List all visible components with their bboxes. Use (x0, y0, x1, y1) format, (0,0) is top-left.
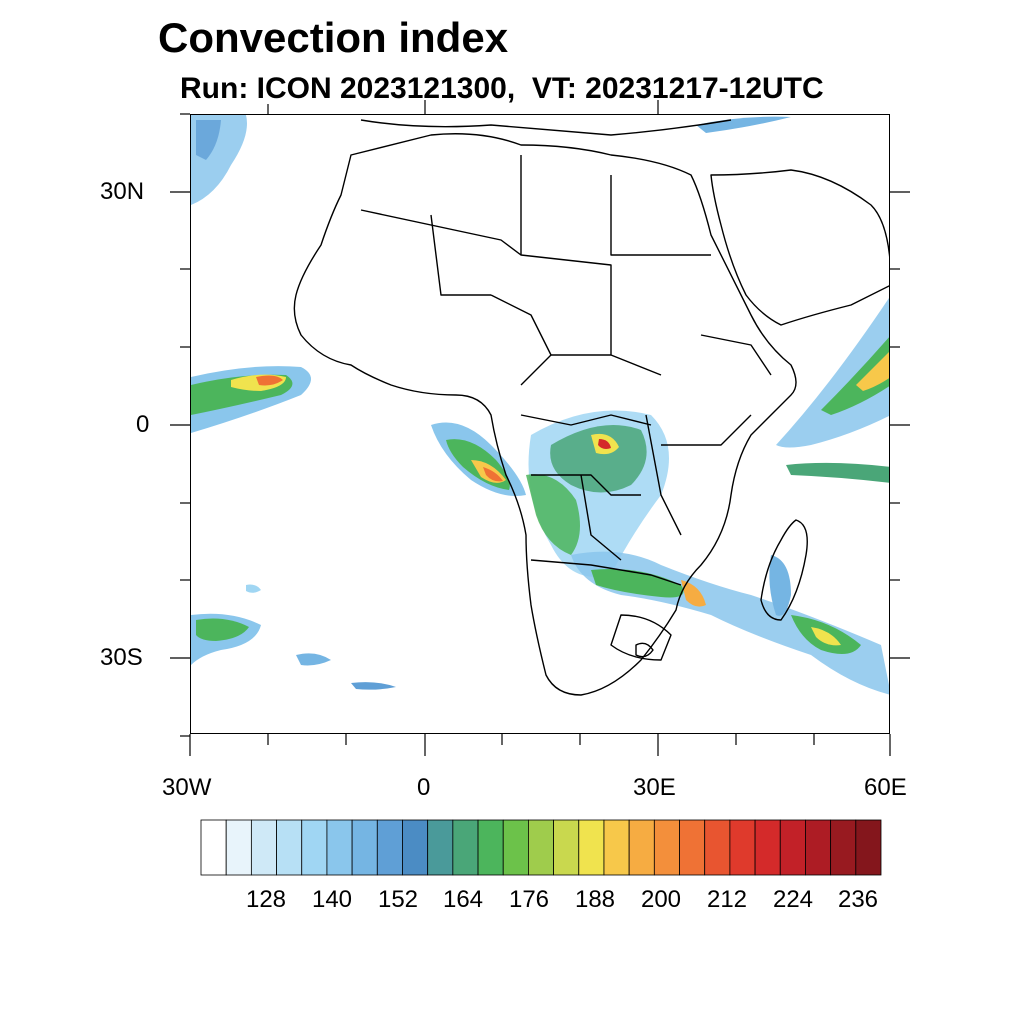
lon-label-60e: 60E (864, 774, 907, 801)
colorbar-swatch (729, 819, 756, 876)
colorbar-swatch (754, 819, 781, 876)
chart-title: Convection index (158, 14, 509, 61)
coastlines (293, 119, 889, 696)
lon-label-30w: 30W (162, 774, 212, 801)
colorbar-swatch (628, 819, 655, 876)
colorbar-swatch (376, 819, 403, 876)
lat-label-30n: 30N (100, 178, 145, 205)
colorbar-swatch (200, 819, 227, 876)
colorbar-swatch (578, 819, 605, 876)
colorbar-swatch (603, 819, 630, 876)
colorbar-swatch (301, 819, 328, 876)
lon-label-30e: 30E (633, 774, 676, 801)
colorbar-label: 176 (508, 886, 550, 913)
colorbar (200, 819, 882, 876)
axis-ticks (170, 100, 910, 756)
colorbar-swatch (351, 819, 378, 876)
colorbar-swatch (276, 819, 303, 876)
colorbar-swatch (477, 819, 504, 876)
colorbar-swatch (225, 819, 252, 876)
lat-label-30s: 30S (100, 644, 143, 671)
colorbar-swatch (704, 819, 731, 876)
colorbar-swatch (528, 819, 555, 876)
lon-label-0: 0 (417, 774, 431, 801)
colorbar-swatch (250, 819, 277, 876)
colorbar-swatch (553, 819, 580, 876)
chart-subtitle: Run: ICON 2023121300, VT: 20231217-12UTC (180, 72, 824, 105)
colorbar-swatch (402, 819, 429, 876)
colorbar-swatch (779, 819, 806, 876)
colorbar-label: 212 (706, 886, 748, 913)
colorbar-swatch (427, 819, 454, 876)
colorbar-swatch (805, 819, 832, 876)
colorbar-swatch (326, 819, 353, 876)
convection-field (191, 115, 889, 695)
colorbar-label: 224 (772, 886, 814, 913)
colorbar-label: 128 (245, 886, 287, 913)
colorbar-label: 236 (837, 886, 879, 913)
colorbar-label: 200 (640, 886, 682, 913)
map-panel (190, 114, 890, 734)
map-svg (191, 115, 889, 696)
colorbar-swatch (452, 819, 479, 876)
colorbar-label: 152 (377, 886, 419, 913)
colorbar-swatch (502, 819, 529, 876)
colorbar-label: 140 (311, 886, 353, 913)
colorbar-swatch (830, 819, 857, 876)
colorbar-label: 188 (574, 886, 616, 913)
colorbar-label: 164 (442, 886, 484, 913)
lat-label-0: 0 (136, 411, 150, 438)
colorbar-swatch (653, 819, 680, 876)
colorbar-swatch (855, 819, 882, 876)
colorbar-swatch (679, 819, 706, 876)
